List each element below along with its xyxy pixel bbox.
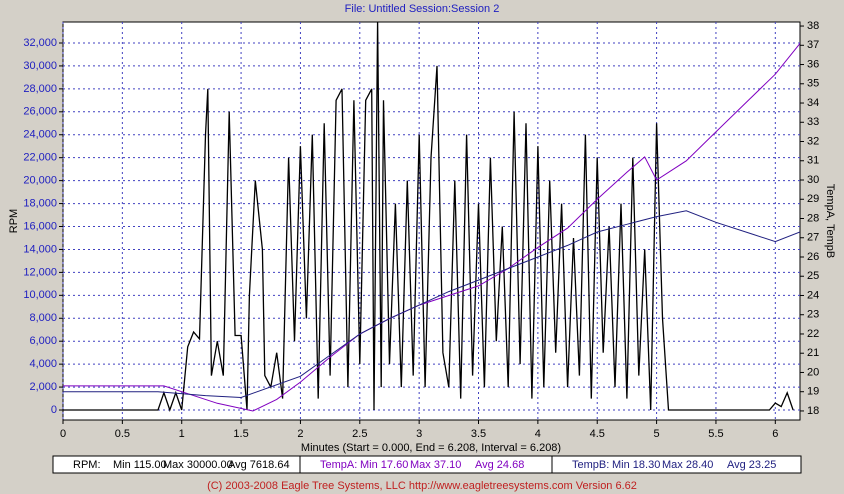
y2-tick-label: 30 <box>807 174 819 186</box>
y2-tick-label: 21 <box>807 347 819 359</box>
y-tick-label: 6,000 <box>29 335 57 347</box>
y-tick-label: 0 <box>51 404 57 416</box>
x-tick-label: 2 <box>297 428 303 440</box>
y2-tick-label: 34 <box>807 97 819 109</box>
y2-tick-label: 24 <box>807 289 819 301</box>
stats-avg: Avg 24.68 <box>475 459 524 471</box>
y2-tick-label: 28 <box>807 212 819 224</box>
y2-tick-label: 26 <box>807 251 819 263</box>
y-tick-label: 2,000 <box>29 381 57 393</box>
y-tick-label: 20,000 <box>23 175 57 187</box>
y2-tick-label: 19 <box>807 386 819 398</box>
y2-tick-label: 20 <box>807 366 819 378</box>
stats-name: RPM: <box>73 459 101 471</box>
chart-title: File: Untitled Session:Session 2 <box>345 3 500 15</box>
y-tick-label: 18,000 <box>23 197 57 209</box>
x-tick-label: 2.5 <box>352 428 367 440</box>
x-tick-label: 1 <box>179 428 185 440</box>
y-tick-label: 10,000 <box>23 289 57 301</box>
y-tick-label: 28,000 <box>23 83 57 95</box>
stats-avg: Avg 23.25 <box>727 459 776 471</box>
y2-tick-label: 38 <box>807 20 819 32</box>
y-tick-label: 8,000 <box>29 312 57 324</box>
x-tick-label: 6 <box>772 428 778 440</box>
y-tick-label: 22,000 <box>23 152 57 164</box>
y2-axis-label: TempA, TempB <box>824 184 836 258</box>
x-tick-label: 0.5 <box>115 428 130 440</box>
x-tick-label: 5.5 <box>708 428 723 440</box>
y-tick-label: 30,000 <box>23 60 57 72</box>
stats-name: TempA: <box>320 459 357 471</box>
x-tick-label: 0 <box>60 428 66 440</box>
y2-tick-label: 32 <box>807 135 819 147</box>
y2-tick-label: 27 <box>807 232 819 244</box>
x-tick-label: 1.5 <box>233 428 248 440</box>
y2-tick-label: 31 <box>807 155 819 167</box>
y-tick-label: 24,000 <box>23 129 57 141</box>
stats-min: Min 18.30 <box>612 459 660 471</box>
stats-min: Min 17.60 <box>360 459 408 471</box>
x-tick-label: 5 <box>654 428 660 440</box>
y2-tick-label: 35 <box>807 78 819 90</box>
stats-avg: Avg 7618.64 <box>228 459 290 471</box>
y-axis-label: RPM <box>8 209 20 233</box>
stats-max: Max 30000.00 <box>163 459 233 471</box>
stats-max: Max 28.40 <box>662 459 713 471</box>
stats-max: Max 37.10 <box>410 459 461 471</box>
stats-min: Min 115.00 <box>113 459 167 471</box>
y2-tick-label: 22 <box>807 328 819 340</box>
y2-tick-label: 25 <box>807 270 819 282</box>
x-tick-label: 4 <box>535 428 541 440</box>
y-tick-label: 12,000 <box>23 266 57 278</box>
y-tick-label: 16,000 <box>23 220 57 232</box>
x-axis-label: Minutes (Start = 0.000, End = 6.208, Int… <box>301 442 561 454</box>
footer: (C) 2003-2008 Eagle Tree Systems, LLC ht… <box>207 480 637 492</box>
x-tick-label: 4.5 <box>590 428 605 440</box>
y-tick-label: 4,000 <box>29 358 57 370</box>
series-line <box>63 43 800 412</box>
y2-tick-label: 18 <box>807 405 819 417</box>
y-tick-label: 32,000 <box>23 37 57 49</box>
y2-tick-label: 29 <box>807 193 819 205</box>
plot-area <box>62 21 801 421</box>
y2-tick-label: 23 <box>807 309 819 321</box>
x-tick-label: 3.5 <box>471 428 486 440</box>
stats-box <box>52 455 802 474</box>
y2-tick-label: 36 <box>807 58 819 70</box>
stats-name: TempB: <box>572 459 609 471</box>
series-line <box>63 22 794 412</box>
x-tick-label: 3 <box>416 428 422 440</box>
y2-tick-label: 37 <box>807 39 819 51</box>
series-line <box>63 210 800 399</box>
y2-tick-label: 33 <box>807 116 819 128</box>
y-tick-label: 14,000 <box>23 243 57 255</box>
y-tick-label: 26,000 <box>23 106 57 118</box>
